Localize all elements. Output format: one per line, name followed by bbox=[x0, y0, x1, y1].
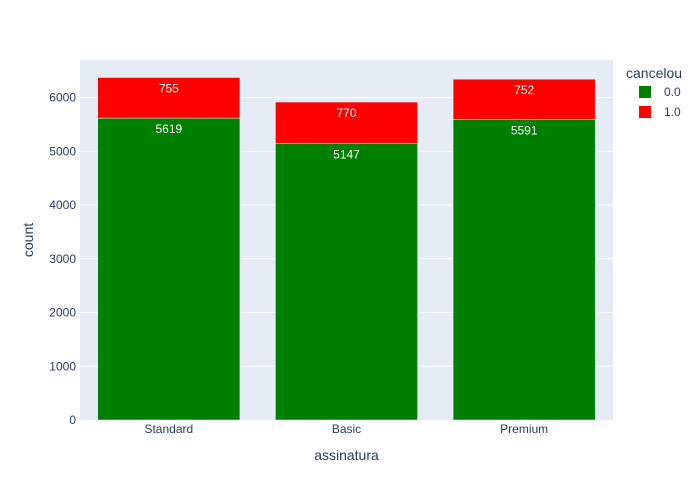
x-tick-label: Premium bbox=[500, 422, 548, 436]
y-tick-label: 3000 bbox=[49, 252, 76, 266]
legend-label: 1.0 bbox=[664, 105, 681, 119]
x-tick-labels: Standard Basic Premium bbox=[144, 422, 548, 436]
bar-value-label: 752 bbox=[514, 83, 534, 97]
y-tick-label: 0 bbox=[69, 413, 76, 427]
y-tick-label: 5000 bbox=[49, 144, 76, 158]
bar-basic-1-0 bbox=[275, 101, 418, 144]
legend: cancelou 0.0 1.0 bbox=[626, 65, 682, 119]
y-tick-label: 1000 bbox=[49, 359, 76, 373]
bar-value-label: 770 bbox=[336, 106, 356, 120]
y-tick-label: 6000 bbox=[49, 91, 76, 105]
bar-premium-1-0 bbox=[452, 78, 596, 120]
legend-swatch bbox=[639, 86, 651, 98]
y-tick-labels: 0 1000 2000 3000 4000 5000 6000 bbox=[49, 91, 76, 427]
x-tick-label: Basic bbox=[332, 422, 361, 436]
bar-premium-0-0 bbox=[452, 119, 596, 421]
bar-value-label: 5619 bbox=[155, 122, 182, 136]
bar-value-label: 755 bbox=[159, 82, 179, 96]
bar-basic-0-0 bbox=[275, 143, 418, 421]
x-tick-label: Standard bbox=[144, 422, 193, 436]
y-tick-label: 2000 bbox=[49, 306, 76, 320]
legend-title: cancelou bbox=[626, 65, 682, 81]
bar-standard-0-0 bbox=[97, 117, 241, 421]
y-axis-title: count bbox=[20, 223, 36, 257]
y-tick-label: 4000 bbox=[49, 198, 76, 212]
bars: 5619 755 5147 770 5591 752 bbox=[97, 77, 596, 421]
x-axis-title: assinatura bbox=[314, 447, 379, 463]
legend-label: 0.0 bbox=[664, 85, 681, 99]
bar-value-label: 5591 bbox=[511, 124, 538, 138]
bar-standard-1-0 bbox=[97, 77, 241, 119]
legend-swatch bbox=[639, 106, 651, 118]
bar-value-label: 5147 bbox=[333, 147, 360, 161]
